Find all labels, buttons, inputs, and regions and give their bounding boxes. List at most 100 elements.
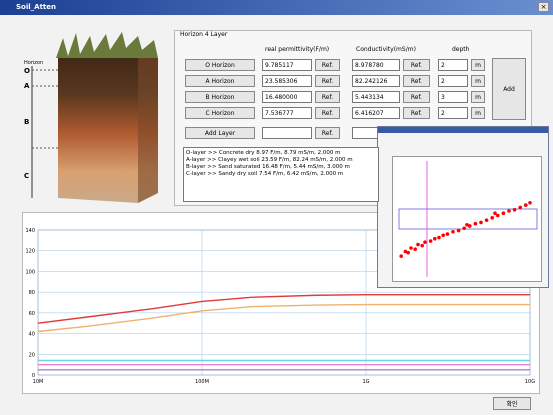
conductivity-input[interactable]: 6.416207: [352, 107, 400, 119]
scatter-point: [496, 213, 500, 218]
horizon-button[interactable]: C Horizon: [185, 107, 255, 119]
y-tick-label: 100: [25, 269, 35, 275]
add-layer-button[interactable]: Add Layer: [185, 127, 255, 139]
ref-button[interactable]: Ref.: [403, 59, 430, 71]
y-tick-label: 20: [29, 352, 35, 358]
scatter-point: [473, 221, 478, 226]
chart: [398, 161, 538, 277]
scatter-point: [451, 229, 455, 234]
log-line: A-layer >> Clayey wet soil 23.59 F/m, 82…: [186, 157, 353, 163]
y-tick-label: 40: [29, 332, 35, 338]
new-layer-input[interactable]: [352, 127, 378, 139]
line-series: [37, 294, 530, 324]
scatter-point: [456, 228, 461, 233]
scatter-point: [416, 242, 420, 247]
ref-button[interactable]: Ref.: [315, 127, 340, 139]
y-tick-label: 120: [25, 249, 35, 255]
scatter-point: [507, 209, 511, 213]
soil-label: A: [24, 82, 30, 90]
ok-button[interactable]: 확인: [493, 397, 531, 410]
scatter-point: [490, 216, 494, 220]
scatter-point: [406, 250, 410, 255]
x-tick-label: 10G: [525, 379, 535, 385]
x-tick-label: 10M: [33, 379, 44, 385]
ref-button[interactable]: Ref.: [315, 107, 340, 119]
unit-label: m: [471, 75, 485, 87]
depth-input[interactable]: 3: [438, 91, 468, 103]
permittivity-input[interactable]: 7.536777: [262, 107, 312, 119]
panel-title: Horizon 4 Layer: [180, 31, 228, 38]
scatter-point: [441, 233, 445, 238]
ref-button[interactable]: Ref.: [403, 107, 430, 119]
y-tick-label: 0: [32, 373, 35, 379]
scatter-point: [403, 249, 408, 254]
selection-box: [398, 208, 538, 230]
x-tick-label: 100M: [195, 379, 209, 385]
add-button[interactable]: Add: [492, 58, 526, 120]
window-title: Soil_Atten: [16, 3, 56, 11]
soil-image: Horizon O A B C: [24, 32, 158, 203]
line-series: [37, 303, 530, 333]
horizon-button[interactable]: A Horizon: [185, 75, 255, 87]
soil-block: [58, 48, 158, 203]
log-line: O-layer >> Concrete dry 8.97 F/m, 8.79 m…: [186, 150, 341, 156]
x-tick-label: 1G: [362, 379, 369, 385]
log-line: C-layer >> Sandy dry soil 7.54 F/m, 6.42…: [186, 171, 344, 177]
scatter-point: [501, 211, 506, 215]
ref-button[interactable]: Ref.: [315, 91, 340, 103]
y-tick-label: 140: [25, 228, 35, 234]
conductivity-input[interactable]: 5.443134: [352, 91, 400, 103]
soil-label: O: [24, 67, 30, 75]
horizon-button[interactable]: O Horizon: [185, 59, 255, 71]
soil-label: B: [24, 118, 29, 126]
ref-button[interactable]: Ref.: [403, 75, 430, 87]
log-box: O-layer >> Concrete dry 8.97 F/m, 8.79 m…: [183, 147, 379, 202]
depth-input[interactable]: 2: [438, 107, 468, 119]
scatter-point: [445, 232, 450, 236]
ref-button[interactable]: Ref.: [315, 75, 340, 87]
ref-button[interactable]: Ref.: [403, 91, 430, 103]
soil-label: Horizon: [24, 60, 43, 66]
depth-input[interactable]: 2: [438, 75, 468, 87]
title-bar: Soil_Atten ×: [0, 0, 553, 15]
depth-input[interactable]: 2: [438, 59, 468, 71]
permittivity-input[interactable]: 16.480000: [262, 91, 312, 103]
scatter-point: [399, 254, 403, 258]
scatter-point: [462, 226, 466, 231]
column-header: Conductivity(mS/m): [356, 46, 416, 53]
permittivity-input[interactable]: 23.585306: [262, 75, 312, 87]
inset-title-bar: [378, 127, 548, 133]
grass: [56, 32, 158, 58]
unit-label: m: [471, 59, 485, 71]
ref-button[interactable]: Ref.: [315, 59, 340, 71]
scatter-point: [468, 224, 472, 228]
y-tick-label: 60: [29, 311, 35, 317]
soil-label: C: [24, 172, 29, 180]
column-header: depth: [452, 46, 470, 53]
soil-side: [138, 48, 158, 203]
scatter-point: [493, 211, 497, 215]
scatter-point: [465, 223, 469, 227]
scatter-point: [420, 243, 424, 248]
scatter-point: [518, 205, 522, 210]
scatter-point: [479, 220, 483, 225]
scatter-point: [423, 240, 427, 244]
new-layer-input[interactable]: [262, 127, 312, 139]
log-line: B-layer >> Sand saturated 16.48 F/m, 5.4…: [186, 164, 350, 170]
scatter-point: [512, 207, 517, 212]
horizon-button[interactable]: B Horizon: [185, 91, 255, 103]
scatter-point: [413, 247, 417, 251]
close-button[interactable]: ×: [538, 2, 549, 12]
conductivity-input[interactable]: 82.242126: [352, 75, 400, 87]
scatter-point: [433, 236, 437, 241]
conductivity-input[interactable]: 8.978780: [352, 59, 400, 71]
scatter-point: [409, 246, 413, 250]
scatter-point: [437, 235, 441, 240]
scatter-point: [524, 203, 528, 207]
scatter-point: [528, 200, 532, 205]
permittivity-input[interactable]: 9.785117: [262, 59, 312, 71]
scatter-point: [484, 218, 489, 222]
column-header: real permittivity(F/m): [265, 46, 330, 53]
scatter-point: [428, 239, 433, 243]
